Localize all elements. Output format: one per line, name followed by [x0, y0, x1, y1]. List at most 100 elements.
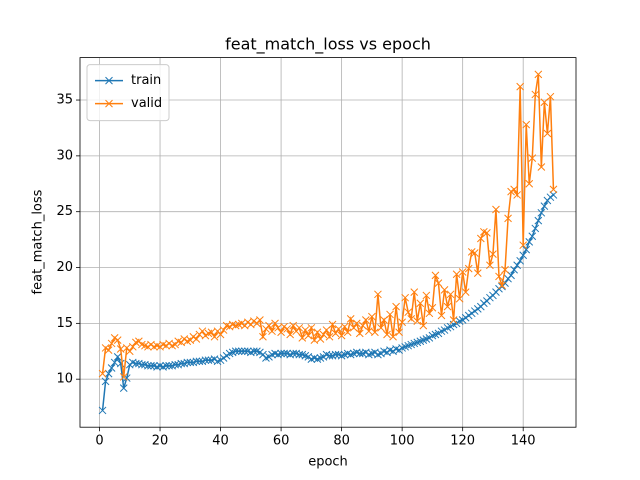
point-marker	[525, 179, 534, 188]
point-marker	[355, 349, 364, 358]
point-marker	[138, 360, 146, 369]
point-marker	[395, 328, 403, 337]
point-marker	[304, 331, 313, 340]
point-marker	[183, 358, 192, 367]
y-tick-label: 30	[56, 148, 73, 163]
point-marker	[219, 326, 228, 334]
point-marker	[165, 361, 173, 370]
point-marker	[510, 185, 518, 194]
x-axis-label: epoch	[308, 455, 348, 470]
point-marker	[289, 321, 298, 330]
point-marker	[201, 356, 210, 365]
point-marker	[368, 312, 376, 321]
point-marker	[313, 328, 322, 337]
point-marker	[443, 302, 452, 311]
point-marker	[301, 326, 310, 334]
point-marker	[355, 329, 364, 338]
point-marker	[416, 299, 425, 308]
point-marker	[528, 154, 537, 162]
point-marker	[410, 288, 419, 296]
point-marker	[371, 328, 379, 337]
point-marker	[483, 229, 491, 237]
y-tick-label: 20	[56, 260, 73, 275]
point-marker	[234, 347, 243, 356]
point-marker	[501, 265, 509, 274]
point-marker	[277, 349, 285, 358]
point-marker	[440, 286, 449, 294]
point-marker	[125, 347, 134, 356]
point-marker	[216, 330, 225, 339]
point-marker	[519, 241, 528, 250]
point-marker	[522, 245, 531, 254]
point-marker	[549, 185, 558, 194]
point-marker	[98, 406, 107, 415]
legend-label: valid	[131, 96, 162, 111]
point-marker	[434, 279, 443, 288]
point-marker	[177, 359, 186, 368]
point-marker	[504, 214, 512, 223]
x-tick-label: 0	[95, 434, 103, 449]
point-marker	[346, 315, 355, 323]
point-marker	[352, 319, 361, 328]
point-marker	[516, 256, 525, 265]
point-marker	[374, 290, 382, 299]
point-marker	[513, 261, 521, 270]
y-tick-label: 10	[56, 372, 73, 387]
x-tick-label: 120	[450, 434, 475, 449]
point-marker	[107, 364, 116, 372]
point-marker	[404, 308, 413, 317]
point-marker	[204, 356, 213, 365]
point-marker	[428, 303, 437, 312]
x-tick-label: 80	[333, 434, 350, 449]
point-marker	[259, 332, 267, 341]
x-tick-label: 100	[390, 434, 415, 449]
point-marker	[286, 330, 295, 339]
point-marker	[98, 369, 107, 378]
point-marker	[265, 321, 273, 330]
y-axis-label: feat_match_loss	[31, 189, 46, 294]
point-marker	[392, 302, 400, 311]
point-marker	[486, 261, 494, 270]
point-marker	[431, 271, 440, 280]
point-marker	[250, 347, 258, 356]
point-marker	[549, 191, 558, 199]
point-marker	[119, 384, 128, 392]
point-marker	[449, 316, 458, 324]
point-marker	[461, 288, 470, 296]
point-marker	[192, 357, 201, 366]
legend-label: train	[131, 73, 161, 88]
point-marker	[328, 320, 337, 329]
point-marker	[531, 224, 540, 233]
point-marker	[398, 318, 406, 327]
point-marker	[271, 319, 279, 328]
point-marker	[198, 327, 207, 336]
point-marker	[331, 350, 340, 359]
point-marker	[531, 90, 540, 99]
point-marker	[295, 323, 304, 332]
legend: train valid	[86, 64, 170, 122]
point-marker	[119, 373, 128, 381]
point-marker	[240, 347, 249, 356]
point-marker	[144, 361, 152, 370]
point-marker	[162, 361, 170, 370]
point-marker	[534, 70, 543, 79]
point-marker	[107, 339, 116, 348]
point-marker	[437, 311, 446, 320]
point-marker	[277, 328, 285, 337]
point-marker	[534, 216, 543, 225]
point-marker	[171, 360, 180, 369]
point-marker	[192, 335, 201, 343]
point-marker	[325, 351, 334, 360]
point-marker	[422, 291, 431, 300]
point-marker	[113, 352, 122, 361]
point-marker	[516, 82, 525, 91]
point-marker	[316, 335, 325, 343]
point-marker	[283, 325, 291, 333]
chart-title: feat_match_loss vs epoch	[225, 35, 431, 55]
point-marker	[186, 358, 195, 367]
point-marker	[401, 293, 410, 302]
point-marker	[113, 336, 122, 344]
point-marker	[131, 359, 140, 368]
point-marker	[231, 347, 240, 356]
